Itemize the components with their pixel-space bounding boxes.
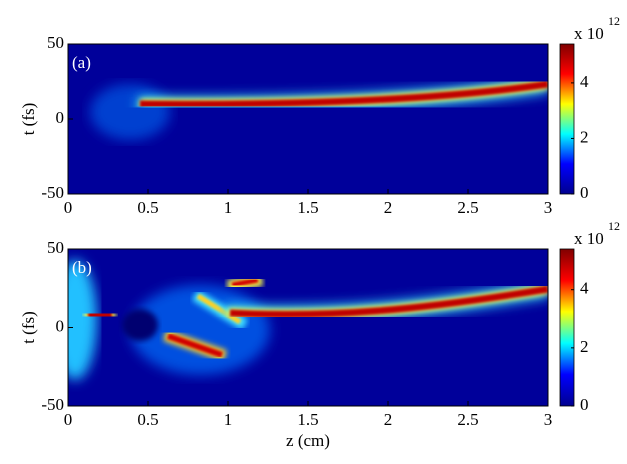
y-tick-label: -50 bbox=[41, 395, 64, 414]
heatmap-a bbox=[68, 44, 548, 194]
y-axis-label: t (fs) bbox=[19, 103, 38, 136]
colorbar-tick-label: 4 bbox=[580, 279, 589, 298]
x-tick-label: 0 bbox=[64, 410, 73, 429]
colorbar-tick-label: 2 bbox=[580, 337, 589, 356]
x-tick-label: 2 bbox=[384, 410, 393, 429]
x-tick-label: 2.5 bbox=[457, 410, 478, 429]
colorbar bbox=[559, 248, 575, 407]
y-tick-label: 0 bbox=[56, 316, 65, 335]
x-tick-label: 1.5 bbox=[297, 410, 318, 429]
x-tick-label: 3 bbox=[544, 198, 553, 217]
x-tick-label: 1.5 bbox=[297, 198, 318, 217]
y-tick-label: 50 bbox=[47, 33, 64, 52]
y-tick-label: 0 bbox=[56, 108, 65, 127]
y-tick-label: -50 bbox=[41, 183, 64, 202]
colorbar-tick-label: 0 bbox=[580, 183, 589, 202]
x-axis-label: z (cm) bbox=[286, 431, 330, 450]
colorbar-tick-label: 4 bbox=[580, 72, 589, 91]
colorbar-exponent: 12 bbox=[608, 14, 620, 28]
x-tick-label: 2 bbox=[384, 198, 393, 217]
colorbar-multiplier: x 10 bbox=[574, 229, 604, 248]
x-tick-label: 3 bbox=[544, 410, 553, 429]
colorbar-multiplier: x 10 bbox=[574, 24, 604, 43]
y-axis-label: t (fs) bbox=[19, 311, 38, 344]
colorbar-tick-label: 2 bbox=[580, 127, 589, 146]
y-tick-label: 50 bbox=[47, 238, 64, 257]
x-tick-label: 1 bbox=[224, 198, 233, 217]
colorbar-tick-label: 0 bbox=[580, 395, 589, 414]
panel-label: (b) bbox=[72, 258, 92, 277]
heatmap-b bbox=[68, 249, 548, 406]
panel-label: (a) bbox=[72, 53, 91, 72]
colorbar-exponent: 12 bbox=[608, 219, 620, 233]
x-tick-label: 1 bbox=[224, 410, 233, 429]
x-tick-label: 2.5 bbox=[457, 198, 478, 217]
x-tick-label: 0.5 bbox=[137, 410, 158, 429]
colorbar bbox=[559, 43, 575, 195]
x-tick-label: 0 bbox=[64, 198, 73, 217]
x-tick-label: 0.5 bbox=[137, 198, 158, 217]
